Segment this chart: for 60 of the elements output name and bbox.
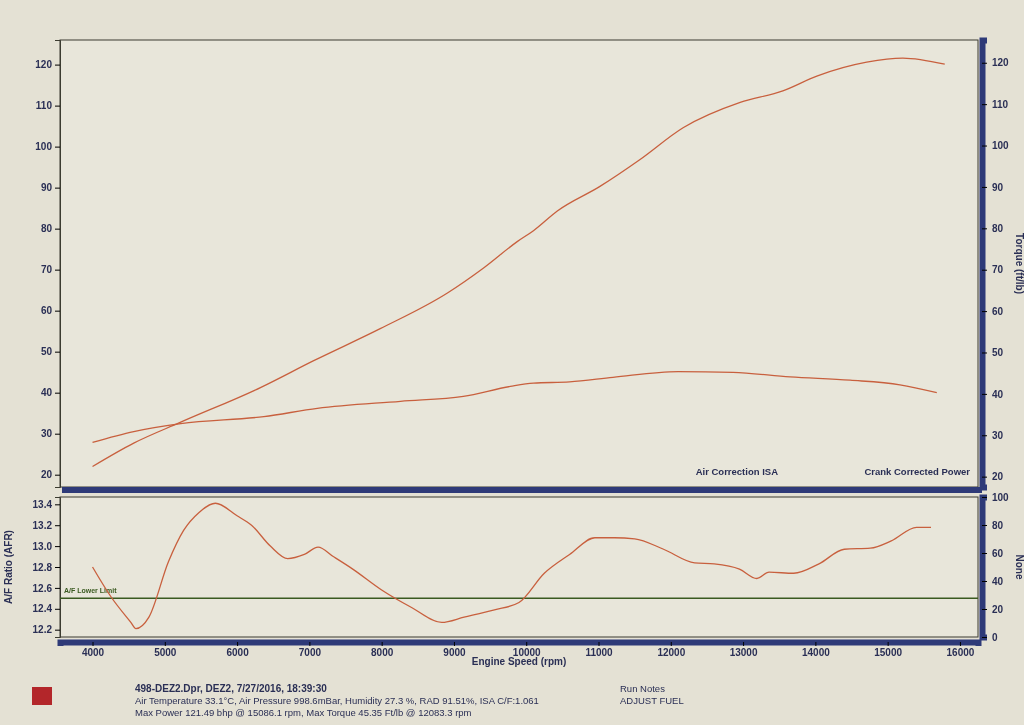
y-tick-label: 110 [35,100,53,112]
y-tick-label: 90 [40,182,53,194]
text: Max Power 121.49 bhp @ 15086.1 rpm, Max Torque 45.35 Ft/lb @ 12083.3 rpm [135,707,472,718]
y-tick-label: 70 [40,264,53,276]
y2-tick-label: 50 [992,347,1004,359]
x-tick-label: 11000 [585,647,614,659]
y-tick-label: 80 [40,223,53,235]
y-tick-label: 13.4 [32,499,53,511]
y2-tick-label: 40 [992,388,1004,400]
y-tick-label: 13.0 [32,540,53,552]
y2-tick-label: 120 [992,57,1010,69]
x-tick-label: 10000 [512,647,542,659]
x-tick-label: 9000 [443,647,466,659]
y-tick-label: 13.2 [32,519,53,531]
annotation: Crank Corrected Power [864,466,971,477]
y2-tick-label: 30 [992,429,1004,441]
y2-tick-label: 60 [992,305,1004,317]
text: Run Notes [620,683,666,694]
y2-tick-label: 20 [992,471,1004,483]
x-tick-label: 6000 [226,647,250,659]
x-tick-label: 15000 [874,647,903,659]
y-tick-label: 12.4 [32,603,53,615]
y-tick-label: 12.6 [32,582,53,594]
y2-tick-label: 100 [992,140,1010,152]
x-tick-label: 4000 [81,647,105,659]
y2-tick-label: 70 [992,264,1004,276]
y-tick-label: 50 [40,346,53,358]
y2-tick-label: 40 [992,575,1004,587]
y-tick-label: 100 [35,141,53,153]
x-tick-label: 16000 [946,647,975,659]
y-axis-title: A/F Ratio (AFR) [3,530,14,604]
line-series [91,57,946,468]
text: Air Temperature 33.1°C, Air Pressure 998.6mBar, Humidity 27.3 %, RAD 91.51%, ISA C/F:1.061 [135,695,539,706]
y2-tick-label: 0 [992,631,998,643]
y-tick-label: 12.8 [32,561,53,573]
x-tick-label: 5000 [154,647,177,659]
y-tick-label: 40 [40,387,53,399]
y-tick-label: 60 [40,305,53,317]
y-tick-label: 20 [40,469,53,481]
x-tick-label: 14000 [801,647,831,659]
y-tick-label: 30 [40,428,53,440]
y-tick-label: 120 [35,59,53,71]
y2-tick-label: 110 [992,98,1009,110]
text: ADJUST FUEL [620,695,684,706]
y2-tick-label: 80 [992,223,1004,235]
y2-tick-label: 20 [992,603,1004,615]
text: 498-DEZ2.Dpr, DEZ2, 7/27/2016, 18:39:30 [135,683,328,694]
y2-tick-label: 90 [992,181,1004,193]
x-tick-label: 13000 [729,647,758,659]
y2-tick-label: 80 [992,519,1004,531]
x-axis-title: Engine Speed (rpm) [471,656,567,667]
y2-tick-label: 60 [992,547,1004,559]
y2-tick-label: 100 [992,491,1010,503]
x-tick-label: 8000 [371,647,394,659]
x-tick-label: 12000 [657,647,686,659]
x-tick-label: 7000 [298,647,322,659]
y-tick-label: 12.2 [32,624,53,636]
annotation: Air Correction ISA [695,466,779,477]
y2-axis-title: None [1014,554,1024,580]
y2-axis-title: Torque (ft/lb) [1014,233,1024,294]
